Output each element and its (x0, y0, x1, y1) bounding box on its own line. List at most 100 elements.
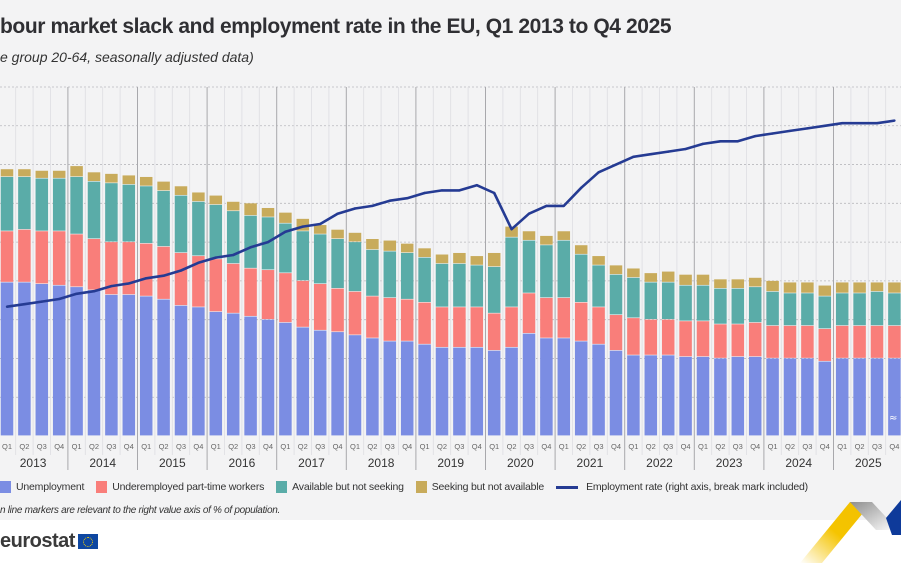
bar-seeking-2014Q4 (122, 175, 136, 185)
bar-available-2022Q4 (679, 285, 692, 321)
legend-swatch-underemployed (96, 481, 108, 493)
bar-underemployed-2025Q1 (835, 325, 849, 358)
employment-rate-point-2018Q2 (371, 204, 374, 208)
bar-unemployment-2021Q2 (574, 341, 588, 436)
bar-available-2023Q1 (696, 285, 710, 321)
bar-underemployed-2014Q3 (105, 242, 118, 295)
employment-rate-point-2022Q2 (649, 153, 652, 156)
legend-item-employment-rate[interactable]: Employment rate (right axis, break mark … (556, 481, 808, 493)
bar-underemployed-2020Q4 (540, 297, 553, 338)
bar-unemployment-2023Q2 (714, 358, 727, 436)
bar-available-2016Q1 (209, 204, 223, 259)
year-tick-label-2018: 2018 (368, 456, 395, 470)
legend-item-seeking[interactable]: Seeking but not available (415, 481, 544, 493)
employment-rate-point-2022Q3 (667, 150, 670, 153)
quarter-tick-label: Q3 (454, 442, 464, 451)
legend-label-unemployment: Unemployment (16, 481, 85, 493)
bar-unemployment-2013Q1 (0, 282, 14, 436)
bar-underemployed-2017Q2 (296, 280, 310, 327)
year-tick-label-2013: 2013 (20, 456, 47, 470)
bar-unemployment-2024Q1 (766, 358, 779, 436)
quarter-tick-label: Q3 (872, 442, 882, 451)
bar-available-2018Q2 (366, 249, 379, 296)
quarter-tick-label: Q3 (106, 442, 116, 451)
bar-seeking-2013Q2 (18, 169, 31, 177)
bar-seeking-2017Q2 (296, 218, 310, 231)
legend-item-unemployment[interactable]: Unemployment (0, 481, 84, 493)
bar-unemployment-2017Q1 (279, 322, 292, 436)
bar-unemployment-2020Q4 (540, 338, 553, 436)
bar-unemployment-2024Q3 (801, 358, 814, 436)
quarter-tick-label: Q4 (402, 442, 412, 451)
quarter-tick-label: Q2 (785, 442, 795, 451)
bar-unemployment-2017Q4 (331, 332, 344, 436)
employment-rate-point-2017Q2 (301, 225, 304, 228)
employment-rate-point-2023Q3 (736, 140, 739, 143)
logo-text: eurostat (0, 530, 75, 552)
bar-unemployment-2025Q1 (835, 358, 849, 436)
bar-underemployed-2021Q2 (574, 302, 588, 341)
bar-seeking-2020Q3 (522, 231, 536, 240)
bar-seeking-2024Q3 (801, 282, 814, 293)
bar-underemployed-2014Q2 (87, 239, 101, 290)
quarter-tick-label: Q1 (420, 442, 430, 451)
employment-rate-point-2013Q3 (40, 300, 43, 303)
quarter-tick-label: Q2 (715, 442, 725, 451)
quarter-tick-label: Q1 (280, 442, 290, 451)
bar-unemployment-2014Q1 (70, 287, 83, 436)
employment-rate-point-2023Q2 (719, 140, 722, 143)
employment-rate-point-2016Q3 (249, 246, 252, 249)
legend-label-employment-rate: Employment rate (right axis, break mark … (586, 481, 808, 493)
bar-unemployment-2023Q1 (696, 356, 710, 436)
bar-seeking-2022Q4 (679, 274, 692, 285)
quarter-tick-label: Q4 (472, 442, 482, 451)
legend-item-available[interactable]: Available but not seeking (276, 481, 404, 493)
bar-available-2017Q3 (313, 234, 327, 284)
employment-rate-point-2018Q4 (406, 196, 409, 200)
bar-underemployed-2023Q1 (696, 321, 710, 357)
employment-rate-point-2015Q2 (162, 274, 165, 277)
bar-unemployment-2016Q4 (261, 319, 275, 436)
quarter-tick-label: Q4 (541, 442, 551, 451)
employment-rate-point-2018Q1 (353, 207, 357, 210)
employment-rate-point-2024Q4 (823, 124, 826, 127)
bar-seeking-2016Q2 (226, 201, 240, 211)
quarter-tick-label: Q1 (628, 442, 638, 451)
legend-item-underemployed[interactable]: Underemployed part-time workers (96, 481, 264, 493)
quarter-tick-label: Q4 (193, 442, 203, 451)
bar-unemployment-2019Q2 (435, 347, 449, 436)
chart-subtitle: e group 20-64, seasonally adjusted data) (0, 49, 254, 65)
quarter-tick-label: Q4 (750, 442, 760, 451)
bar-underemployed-2022Q2 (644, 319, 658, 355)
employment-rate-point-2025Q3 (875, 121, 879, 125)
legend-swatch-seeking (415, 481, 427, 493)
bar-unemployment-2022Q1 (627, 355, 640, 436)
employment-rate-point-2024Q3 (806, 127, 809, 130)
bar-unemployment-2013Q2 (18, 282, 31, 436)
bar-unemployment-2017Q2 (296, 327, 310, 436)
bar-underemployed-2017Q4 (331, 288, 344, 332)
footnote: n line markers are relevant to the right… (0, 505, 280, 516)
bar-available-2017Q4 (331, 239, 344, 289)
bar-underemployed-2021Q1 (557, 297, 571, 338)
quarter-tick-label: Q3 (385, 442, 395, 451)
bar-seeking-2018Q3 (383, 240, 397, 251)
employment-rate-point-2024Q2 (788, 129, 792, 133)
employment-rate-point-2025Q2 (858, 121, 861, 125)
bar-underemployed-2013Q1 (0, 231, 14, 282)
quarter-tick-label: Q2 (855, 442, 865, 451)
bar-available-2013Q2 (18, 176, 31, 230)
bar-unemployment-2024Q4 (818, 361, 832, 436)
bar-unemployment-2022Q4 (679, 356, 692, 436)
bar-available-2013Q1 (0, 176, 14, 231)
quarter-tick-label: Q4 (54, 442, 64, 451)
quarter-tick-label: Q4 (820, 442, 830, 451)
employment-rate-point-2021Q1 (562, 204, 565, 208)
bar-underemployed-2025Q3 (870, 325, 884, 358)
bar-available-2020Q3 (522, 240, 536, 293)
year-tick-label-2014: 2014 (89, 456, 116, 470)
bar-unemployment-2014Q2 (87, 290, 101, 436)
bar-underemployed-2015Q3 (174, 252, 188, 306)
bar-underemployed-2024Q1 (766, 325, 779, 358)
bar-underemployed-2018Q1 (348, 291, 362, 335)
